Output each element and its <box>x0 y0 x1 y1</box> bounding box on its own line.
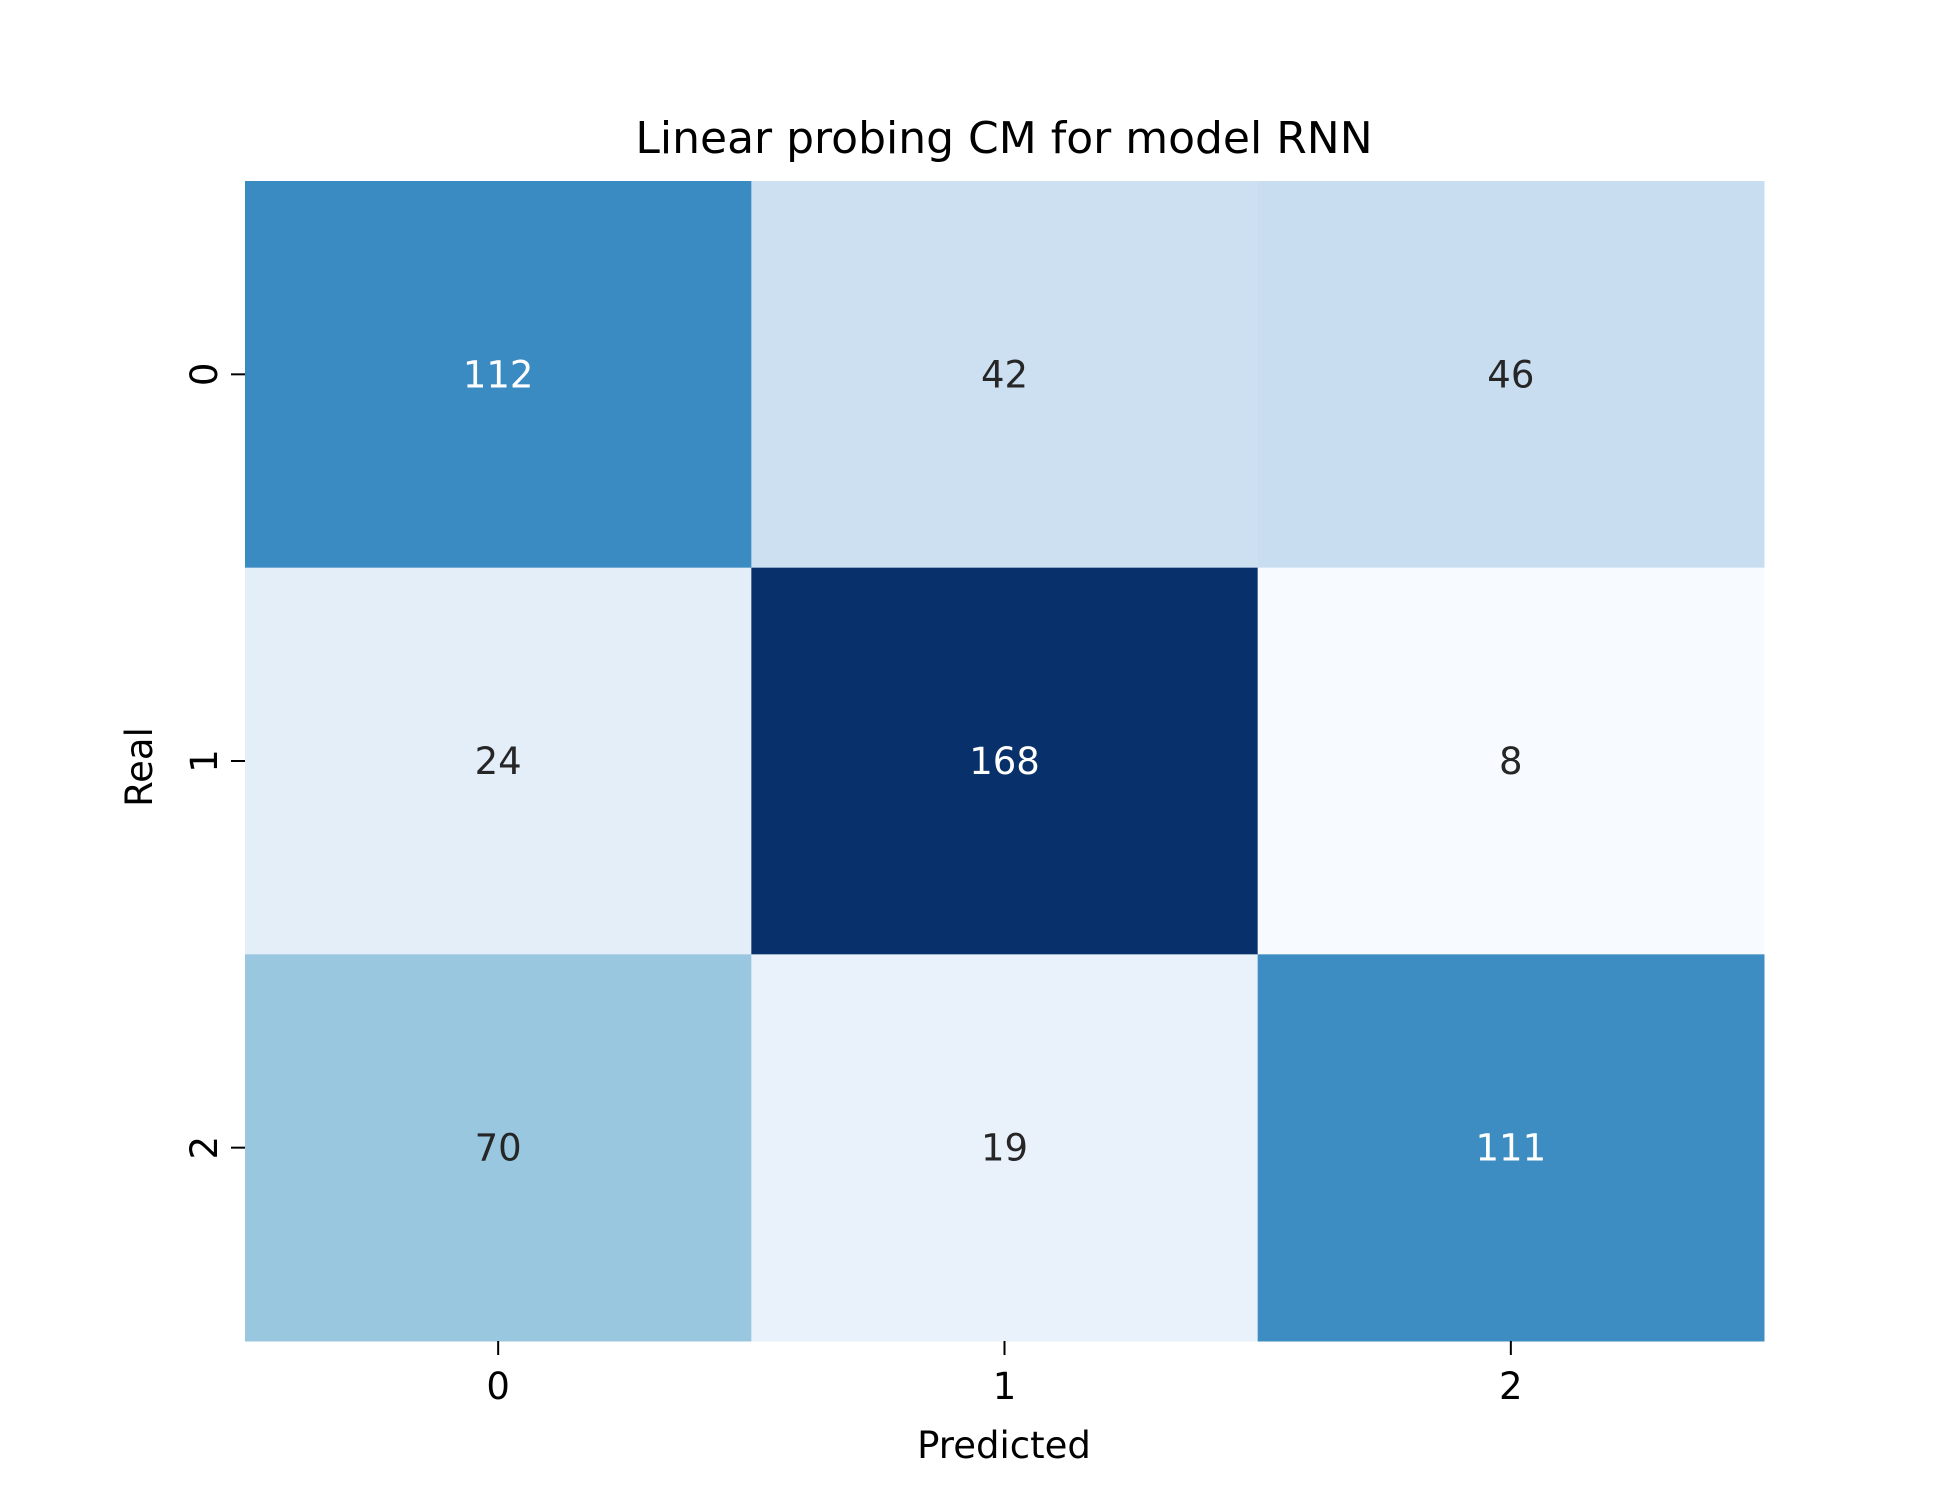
cell-value-r0-c2: 46 <box>1487 353 1534 396</box>
cell-value-r0-c1: 42 <box>981 353 1028 396</box>
x-tick-label-1: 1 <box>993 1365 1017 1408</box>
heatmap-cell-r0-c0 <box>245 181 752 569</box>
y-axis-label: Real <box>118 727 161 807</box>
cell-value-r1-c1: 168 <box>969 740 1040 783</box>
cell-value-r1-c0: 24 <box>475 740 522 783</box>
heatmap-cell-r0-c2 <box>1257 181 1765 569</box>
heatmap-cell-labels: 112 42 46 24 168 8 70 19 111 <box>463 353 1546 1169</box>
heatmap-cell-r2-c2 <box>1257 954 1765 1342</box>
cell-value-r1-c2: 8 <box>1499 740 1523 783</box>
heatmap-cells <box>245 181 1765 1342</box>
y-tick-label-0: 0 <box>183 363 226 387</box>
cell-value-r2-c2: 111 <box>1476 1127 1547 1170</box>
y-axis-ticks: 0 1 2 <box>183 363 245 1160</box>
heatmap-cell-r1-c0 <box>245 567 752 955</box>
cell-value-r2-c1: 19 <box>981 1127 1028 1170</box>
x-tick-label-0: 0 <box>486 1365 510 1408</box>
y-tick-label-1: 1 <box>183 749 226 773</box>
chart-title: Linear probing CM for model RNN <box>635 113 1372 164</box>
heatmap-cell-r1-c1 <box>751 567 1259 955</box>
x-axis-ticks: 0 1 2 <box>486 1341 1523 1408</box>
heatmap-cell-r2-c1 <box>751 954 1259 1342</box>
heatmap-cell-r2-c0 <box>245 954 752 1342</box>
heatmap-cell-r0-c1 <box>751 181 1259 569</box>
x-tick-label-2: 2 <box>1499 1365 1523 1408</box>
heatmap-cell-r1-c2 <box>1257 567 1765 955</box>
cell-value-r0-c0: 112 <box>463 353 534 396</box>
x-axis-label: Predicted <box>917 1424 1091 1467</box>
cell-value-r2-c0: 70 <box>475 1127 522 1170</box>
y-tick-label-2: 2 <box>183 1136 226 1160</box>
